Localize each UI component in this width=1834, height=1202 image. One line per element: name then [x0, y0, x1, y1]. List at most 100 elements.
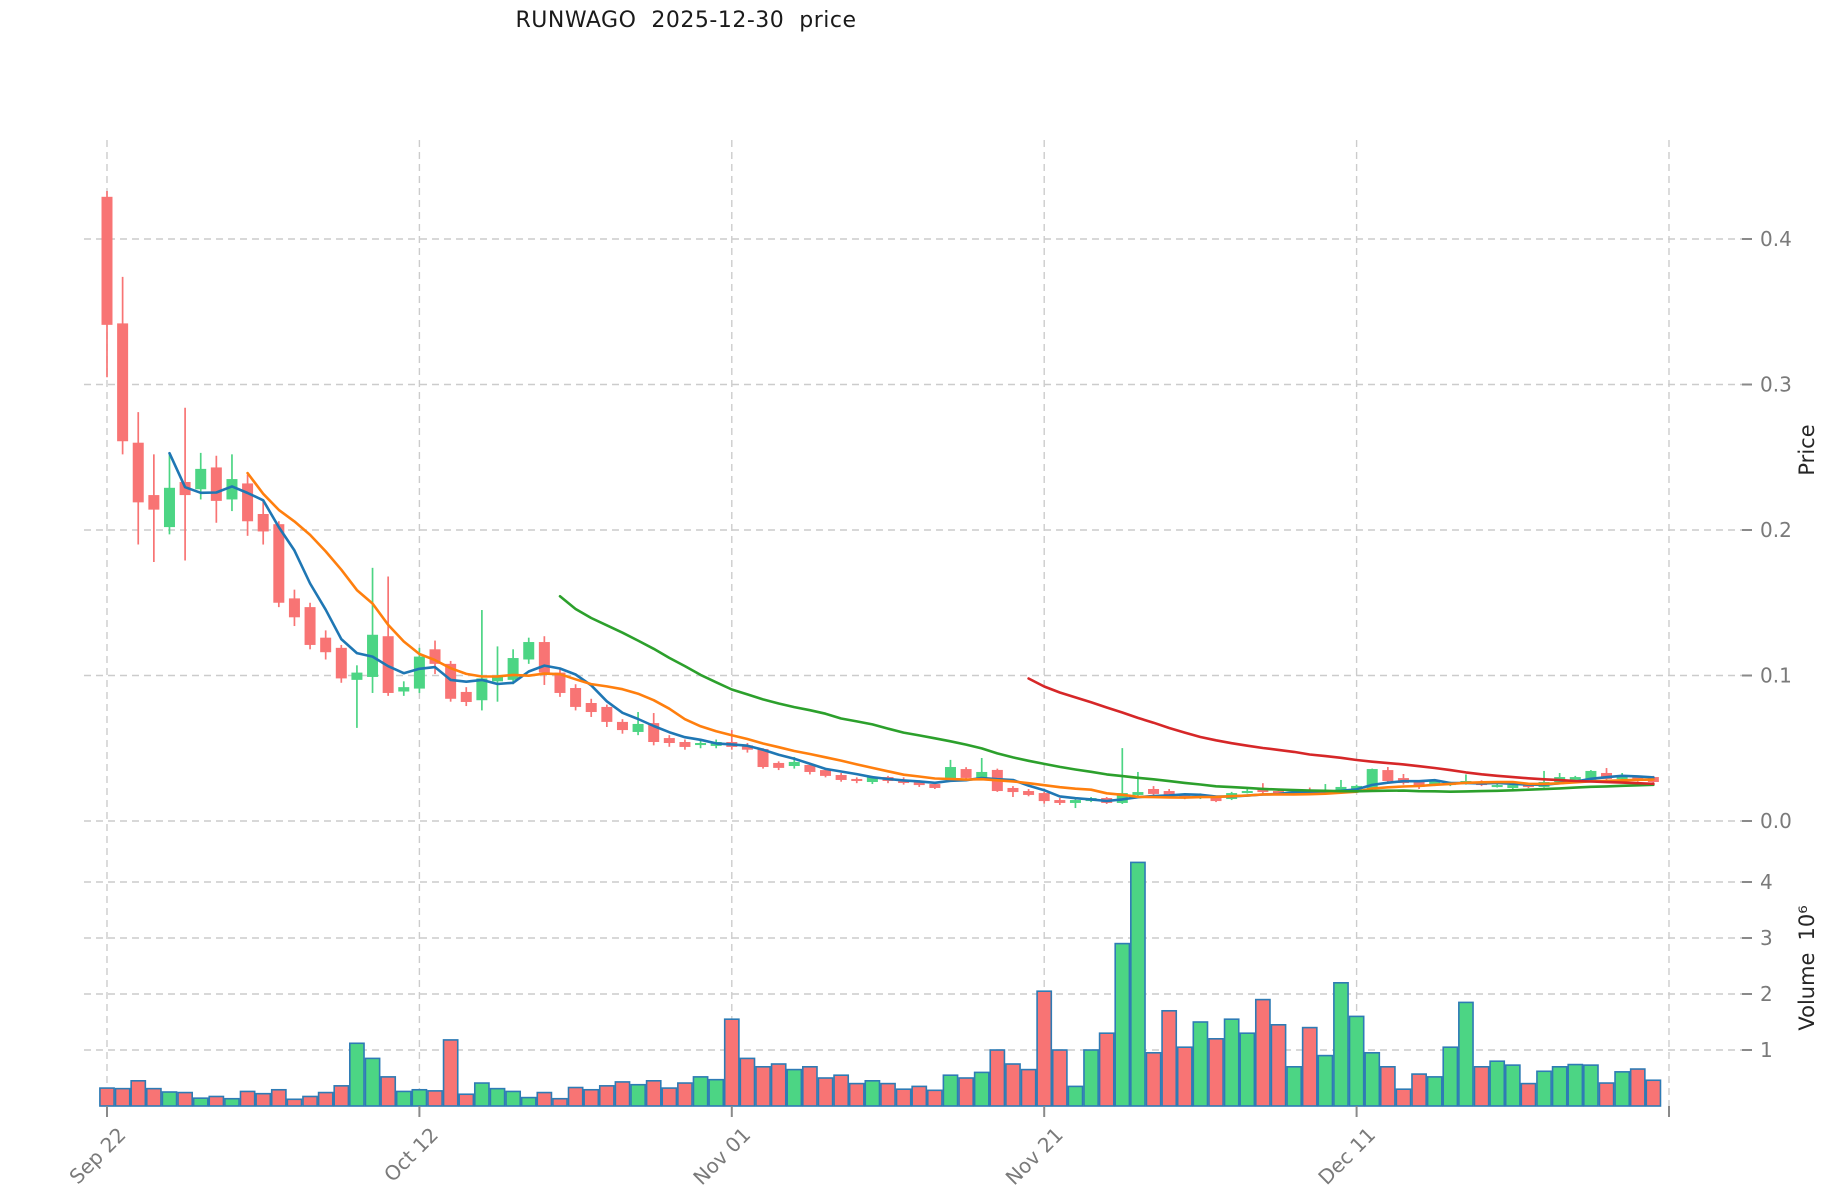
volume-bar [536, 1091, 553, 1107]
candle-body-down [1382, 770, 1394, 781]
x-tick-label: Nov 01 [688, 1123, 755, 1190]
candle-body-down [1522, 785, 1534, 788]
volume-bar [1020, 1068, 1037, 1107]
volume-bar [1145, 1052, 1162, 1107]
volume-bar [520, 1096, 537, 1107]
volume-bar [598, 1085, 615, 1107]
volume-bar [1005, 1063, 1021, 1107]
volume-bar [317, 1091, 334, 1107]
candle-body-down [148, 495, 160, 510]
candle-body-down [757, 748, 769, 768]
volume-bar [489, 1087, 506, 1107]
volume-bar [145, 1087, 162, 1107]
volume-bar [411, 1088, 428, 1107]
price-axis-label: Price [1795, 424, 1819, 475]
candle-body-down [804, 764, 816, 772]
volume-bar [708, 1078, 725, 1107]
candle-body-down [320, 637, 332, 653]
candle-body-down [679, 741, 691, 747]
volume-bar [1270, 1024, 1287, 1107]
candle-body-up [351, 672, 363, 680]
x-tick-label: Nov 21 [1001, 1123, 1068, 1190]
volume-bar [833, 1074, 850, 1107]
candle-body-up [1569, 777, 1581, 780]
candle-body-up [398, 687, 410, 692]
volume-bar [723, 1018, 740, 1107]
volume-bar [395, 1090, 412, 1107]
candle-body-down [1273, 791, 1284, 794]
volume-bar [1536, 1070, 1552, 1107]
volume-bar [442, 1039, 459, 1107]
volume-bar [755, 1066, 771, 1107]
volume-bar [1395, 1088, 1412, 1107]
candle-body-up [1366, 769, 1378, 789]
candle-body-up [476, 678, 488, 701]
candle-body-up [226, 479, 238, 500]
volume-bar [677, 1082, 693, 1107]
candle-body-up [632, 723, 644, 732]
candle-body-down [1054, 800, 1066, 803]
volume-bar [739, 1057, 756, 1107]
volume-bar [1364, 1052, 1381, 1107]
volume-bar [473, 1082, 490, 1107]
candle-body-down [273, 524, 285, 603]
candle-body-up [413, 656, 425, 689]
candle-body-down [1038, 793, 1050, 802]
candle-body-down [101, 196, 113, 325]
candle-body-up [866, 777, 878, 783]
volume-bar [801, 1066, 818, 1107]
candle-body-up [1585, 770, 1597, 780]
candle-body-up [1351, 785, 1363, 791]
volume-bar [1629, 1068, 1646, 1107]
candle-body-down [913, 782, 925, 786]
volume-bar [1223, 1018, 1240, 1107]
candle-body-down [1413, 782, 1425, 787]
volume-bar [364, 1057, 381, 1107]
candle-body-up [195, 468, 207, 490]
candle-body-down [538, 642, 550, 673]
volume-bar [1208, 1038, 1224, 1107]
volume-bar [1098, 1032, 1115, 1107]
candle-body-down [820, 770, 832, 776]
volume-bar [208, 1095, 225, 1107]
candle-body-up [695, 743, 707, 746]
candles-layer [101, 190, 1659, 809]
candle-body-down [741, 745, 753, 750]
volume-bar [848, 1082, 865, 1107]
candle-body-up [976, 771, 988, 779]
candle-body-up [788, 761, 800, 767]
candle-body-down [460, 691, 472, 702]
volume-bar [1614, 1071, 1631, 1107]
candle-body-up [1132, 792, 1144, 795]
volume-bar [458, 1093, 475, 1107]
volume-bar [302, 1095, 318, 1107]
volume-bar [427, 1090, 443, 1107]
candle-body-up [163, 487, 175, 528]
volume-bar [1239, 1032, 1256, 1107]
price-tick-label: 0.1 [1760, 664, 1792, 688]
volume-bar [177, 1091, 193, 1107]
volume-bar [786, 1068, 803, 1107]
chart-title: RUNWAGO 2025-12-30 price [515, 8, 857, 33]
candle-body-down [554, 672, 566, 693]
candle-body-down [335, 647, 347, 679]
volume-bar [661, 1087, 678, 1107]
volume-bar [1551, 1066, 1568, 1107]
volume-bar [1473, 1066, 1490, 1107]
volume-tick-label: 3 [1760, 926, 1773, 950]
volume-bar [286, 1098, 303, 1107]
volume-bar [114, 1087, 131, 1107]
candle-body-down [835, 775, 847, 780]
volume-bar [1067, 1085, 1084, 1107]
volume-bar [239, 1090, 256, 1107]
volume-bar [1426, 1076, 1443, 1107]
candle-body-down [132, 442, 144, 503]
candle-body-down [648, 723, 660, 742]
volume-bar [692, 1076, 709, 1107]
volume-bar [911, 1085, 928, 1107]
candle-body-down [663, 738, 675, 744]
candle-body-down [851, 778, 863, 781]
volume-axis-label: Volume 10⁶ [1795, 905, 1819, 1030]
ma-line-60 [1027, 677, 1655, 786]
volume-bar [552, 1097, 568, 1107]
